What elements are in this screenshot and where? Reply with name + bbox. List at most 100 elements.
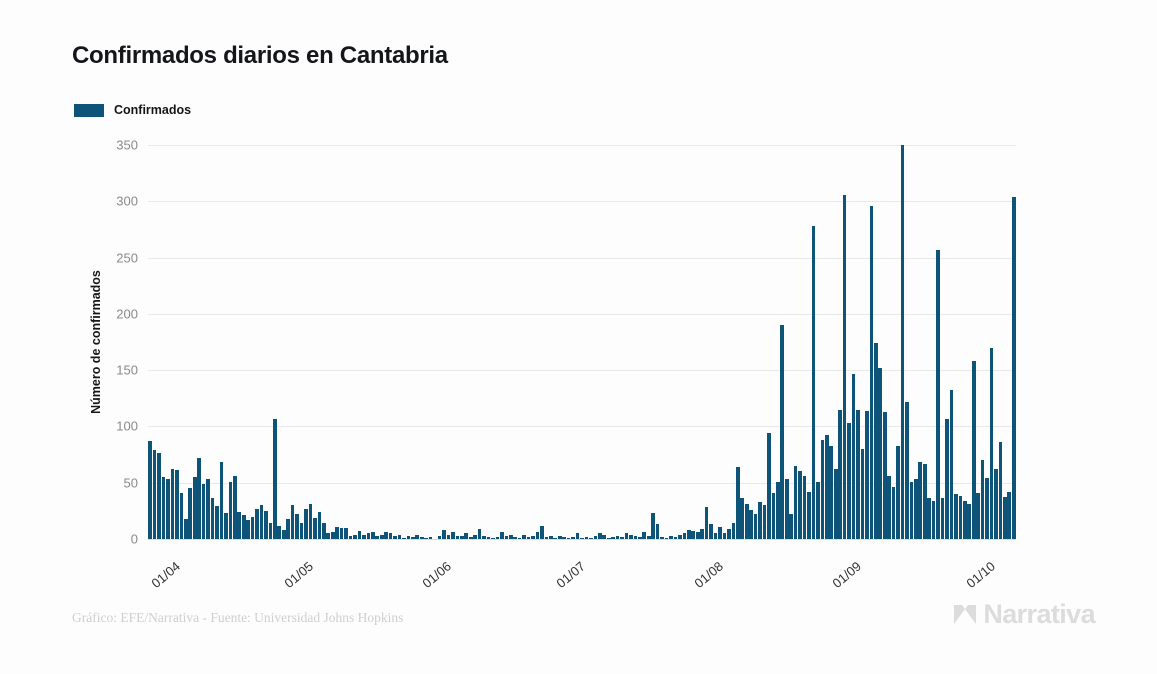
bar xyxy=(816,481,820,539)
bar xyxy=(589,537,593,539)
bar xyxy=(865,410,869,539)
bar xyxy=(468,536,473,539)
bar xyxy=(393,535,397,539)
plot-frame xyxy=(148,145,1016,540)
bar xyxy=(192,477,197,539)
bar xyxy=(691,531,696,539)
bar xyxy=(339,527,344,539)
bar xyxy=(197,457,201,539)
bar xyxy=(891,487,896,539)
bar xyxy=(856,409,860,539)
bar xyxy=(397,534,402,539)
bar xyxy=(927,498,932,539)
bar xyxy=(157,453,161,539)
bar xyxy=(709,524,713,539)
bar xyxy=(820,439,825,539)
bar xyxy=(954,493,958,539)
chart-legend: Confirmados xyxy=(74,103,191,117)
bar xyxy=(985,478,989,539)
bar xyxy=(664,537,669,539)
bar xyxy=(700,528,704,539)
bar xyxy=(379,534,384,539)
bar xyxy=(833,469,838,539)
bar xyxy=(949,390,954,539)
bar xyxy=(869,205,874,539)
bar xyxy=(793,465,798,539)
bar xyxy=(237,511,242,539)
bar xyxy=(228,481,233,539)
bar xyxy=(549,535,553,539)
bar xyxy=(980,460,985,539)
bar xyxy=(802,475,807,539)
gridline-100 xyxy=(148,426,1016,428)
bar xyxy=(215,506,219,539)
bar xyxy=(620,536,624,539)
y-axis-title: Número de confirmados xyxy=(86,145,106,539)
bar xyxy=(798,471,802,539)
bar xyxy=(281,530,286,539)
bar xyxy=(308,504,313,539)
bar xyxy=(633,535,638,539)
bar xyxy=(735,466,740,539)
x-tick-label-01-08: 01/08 xyxy=(691,558,726,591)
bar xyxy=(989,347,994,539)
bar xyxy=(811,226,816,539)
bar xyxy=(998,442,1003,539)
bar xyxy=(500,532,504,539)
bar xyxy=(406,535,411,539)
bar xyxy=(655,524,660,539)
bar xyxy=(184,518,188,539)
bar xyxy=(669,535,673,539)
bar xyxy=(713,533,718,539)
bar xyxy=(224,513,228,539)
bar xyxy=(330,532,335,539)
bar xyxy=(353,534,357,539)
bar xyxy=(962,500,967,539)
bar xyxy=(540,525,544,539)
bar xyxy=(842,194,847,539)
bar xyxy=(464,533,469,539)
bar xyxy=(268,523,273,539)
bar xyxy=(402,537,406,539)
bar xyxy=(1003,497,1007,539)
bar xyxy=(335,526,339,539)
bar xyxy=(718,526,722,539)
bar xyxy=(299,523,304,539)
bar xyxy=(780,325,785,539)
source-caption: Gráfico: EFE/Narrativa - Fuente: Univers… xyxy=(72,610,404,625)
bar xyxy=(219,462,224,539)
x-tick-label-01-04: 01/04 xyxy=(148,558,183,591)
bar xyxy=(201,483,206,539)
bar xyxy=(273,418,277,539)
bar xyxy=(259,505,264,539)
bar xyxy=(914,479,918,539)
bar xyxy=(771,492,776,539)
bar xyxy=(704,507,709,539)
bar xyxy=(504,535,509,539)
bar xyxy=(513,536,518,539)
bar xyxy=(638,536,642,539)
bar xyxy=(250,516,255,539)
bar xyxy=(264,510,268,539)
narrativa-logo-icon xyxy=(954,605,977,624)
y-tick-label-250: 250 xyxy=(116,250,138,266)
bar xyxy=(348,535,353,539)
bar xyxy=(887,475,891,539)
x-tick-label-01-06: 01/06 xyxy=(419,558,455,591)
bar xyxy=(829,445,834,539)
y-axis-title-text: Número de confirmados xyxy=(89,270,103,414)
bar xyxy=(491,537,495,539)
gridline-0 xyxy=(148,539,1016,540)
y-tick-label-50: 50 xyxy=(123,475,138,491)
bar xyxy=(824,435,829,539)
bar xyxy=(286,518,291,539)
bar xyxy=(744,504,749,539)
bar xyxy=(277,525,282,539)
bar xyxy=(994,469,998,539)
bar xyxy=(148,441,153,539)
y-tick-label-0: 0 xyxy=(130,531,138,547)
gridline-150 xyxy=(148,370,1016,372)
x-tick-label-01-09: 01/09 xyxy=(829,558,864,591)
bar xyxy=(161,477,166,539)
gridline-300 xyxy=(148,201,1016,203)
